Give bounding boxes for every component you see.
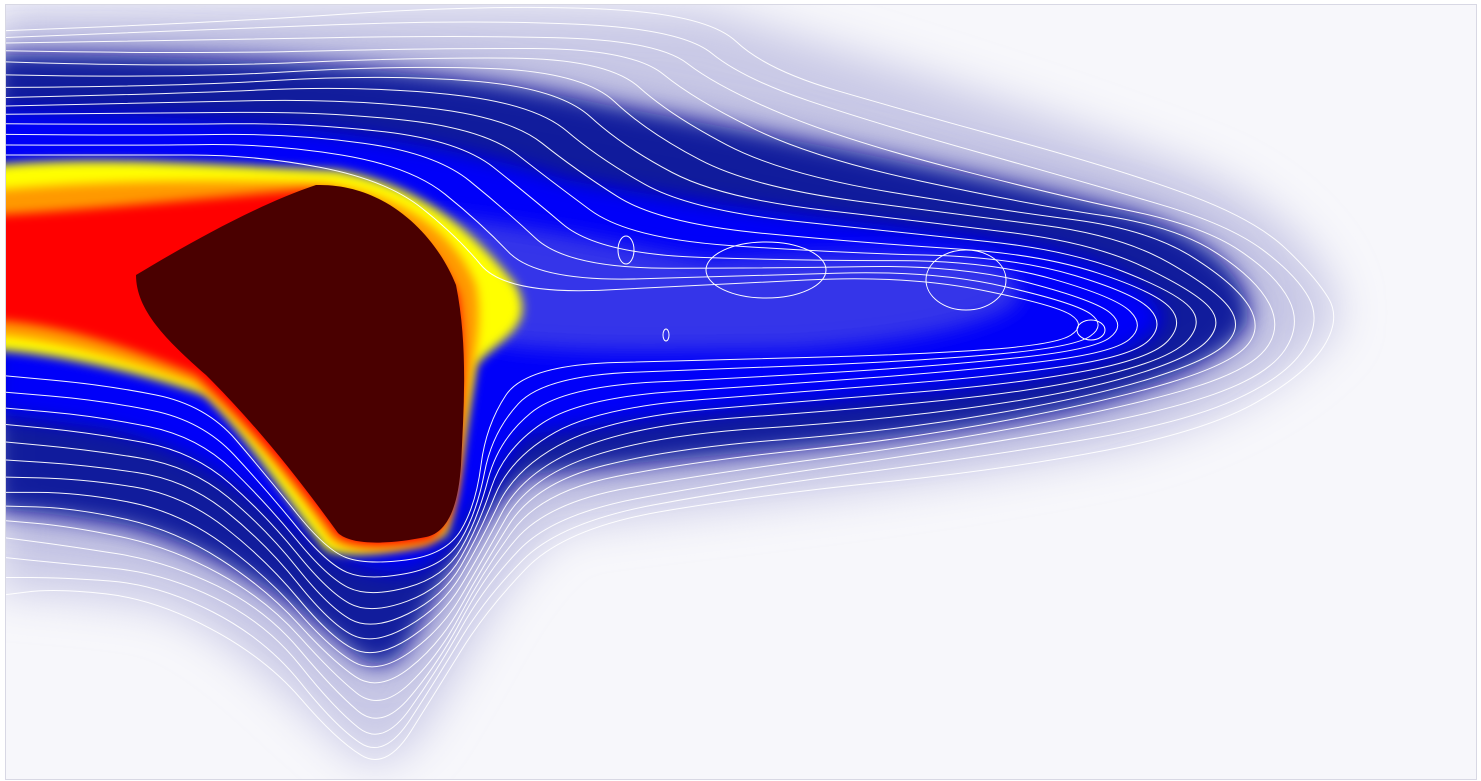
contour-lines: [6, 6, 1335, 760]
contour-line-14: [6, 154, 1079, 563]
contour-line-6: [6, 66, 1236, 684]
contour-line-7: [6, 76, 1217, 668]
contour-line-4: [6, 47, 1276, 719]
contour-line-13: [6, 144, 1099, 578]
density-layers: [6, 5, 1338, 762]
contour-line-3: [6, 35, 1295, 735]
contour-line-9: [6, 99, 1178, 640]
contour-island-2: [1076, 319, 1106, 341]
density-heatmap: [6, 5, 1338, 762]
contour-island-3: [662, 328, 670, 342]
contour-line-5: [6, 57, 1256, 701]
contour-line-1: [6, 6, 1335, 760]
contour-line-12: [6, 133, 1119, 594]
contour-line-8: [6, 87, 1197, 654]
tail-bright-region: [426, 215, 1020, 352]
contour-line-10: [6, 111, 1158, 625]
contour-island-4: [705, 241, 827, 299]
core-peak-region: [136, 184, 465, 543]
contour-line-2: [6, 21, 1315, 748]
heatmap-plot: [5, 4, 1477, 780]
contour-line-11: [6, 123, 1138, 610]
contour-island-5: [925, 249, 1007, 311]
contour-island-1: [617, 235, 635, 265]
